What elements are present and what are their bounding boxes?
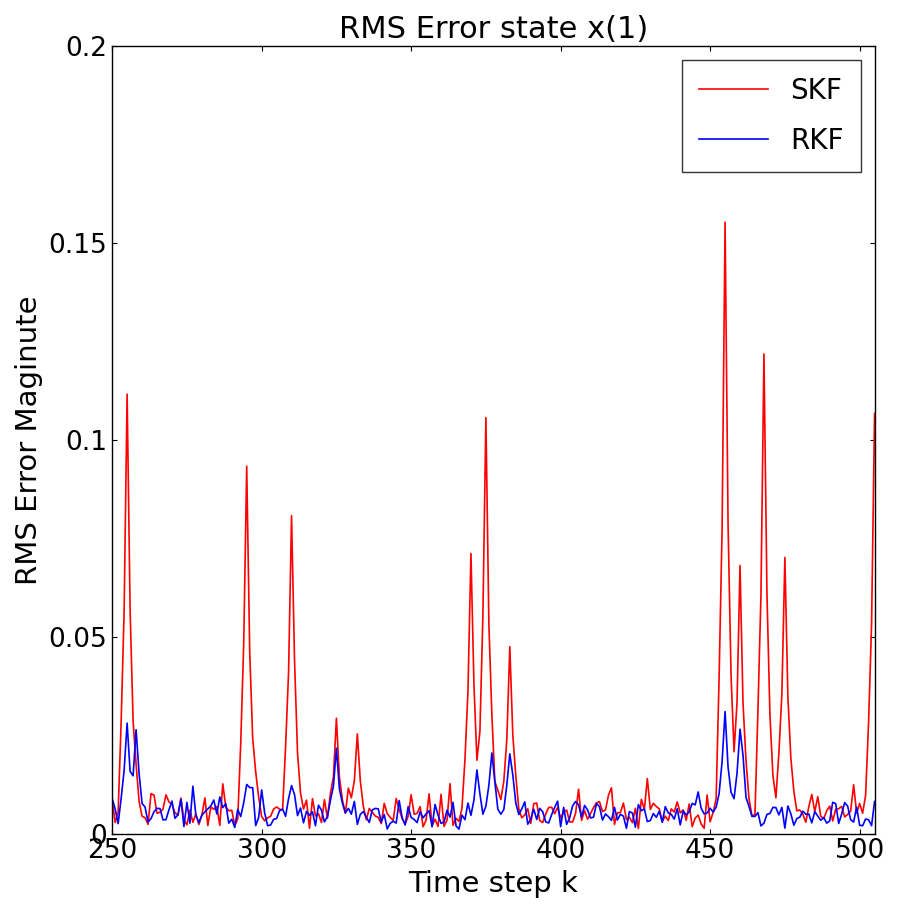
X-axis label: Time step k: Time step k <box>408 870 578 898</box>
SKF <box>346 792 357 803</box>
RKF <box>732 768 742 779</box>
Legend: SKF, RKF: SKF, RKF <box>682 60 860 172</box>
Y-axis label: RMS Error Maginute: RMS Error Maginute <box>15 295 43 584</box>
SKF <box>439 821 450 832</box>
SKF <box>732 697 742 708</box>
SKF <box>869 408 880 419</box>
SKF <box>106 795 117 806</box>
SKF <box>387 815 398 826</box>
RKF <box>387 815 398 826</box>
RKF <box>346 809 357 820</box>
Line: SKF: SKF <box>112 222 875 828</box>
Line: RKF: RKF <box>112 711 875 829</box>
RKF <box>106 792 117 803</box>
RKF <box>439 816 450 827</box>
SKF <box>396 813 407 824</box>
RKF <box>487 748 497 759</box>
Title: RMS Error state x(1): RMS Error state x(1) <box>339 15 648 44</box>
SKF <box>720 216 731 227</box>
SKF <box>633 823 644 834</box>
RKF <box>453 824 464 834</box>
RKF <box>396 813 407 824</box>
RKF <box>720 706 731 717</box>
SKF <box>484 619 495 630</box>
RKF <box>869 796 880 807</box>
